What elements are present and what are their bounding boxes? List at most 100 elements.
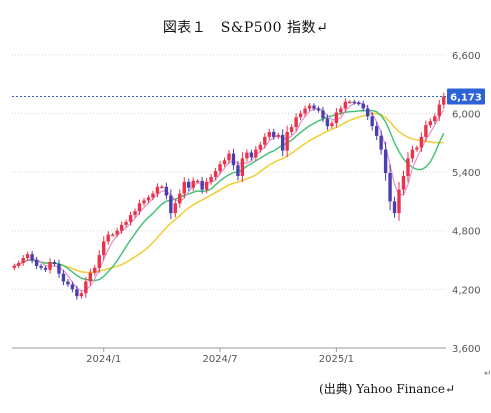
candle-body <box>93 267 97 273</box>
candle-body <box>57 263 61 274</box>
candle-body <box>173 203 178 214</box>
candle-body <box>218 164 222 172</box>
candle-body <box>303 108 307 114</box>
candle-body <box>110 234 115 237</box>
candle-body <box>115 230 119 235</box>
grid-lines <box>12 54 446 349</box>
candle-body <box>245 152 249 159</box>
candle-body <box>419 136 424 148</box>
candle-body <box>155 186 160 194</box>
candle-body <box>106 234 110 242</box>
candle-body <box>410 149 415 159</box>
candle-body <box>334 112 339 124</box>
candle-body <box>392 201 397 214</box>
candle-body <box>182 181 186 194</box>
candle-body <box>146 197 151 201</box>
candle-body <box>307 105 312 109</box>
candle-body <box>348 101 352 104</box>
candle-body <box>66 281 70 285</box>
candle-body <box>437 104 441 117</box>
candle-body <box>124 221 128 225</box>
candle-body <box>48 261 52 270</box>
candle-body <box>164 186 169 196</box>
candle-body <box>428 121 433 126</box>
x-tick-label: 2024/1 <box>86 354 121 365</box>
candle-body <box>213 171 218 177</box>
candle-body <box>39 265 43 268</box>
candle-body <box>52 261 57 264</box>
candle-body <box>12 265 16 268</box>
candle-body <box>34 260 39 266</box>
candle-body <box>119 224 124 231</box>
candle-body <box>357 102 361 105</box>
candle-body <box>200 180 204 190</box>
x-tick-label: 2024/7 <box>202 354 237 365</box>
candle-body <box>272 131 276 137</box>
candle-body <box>330 123 334 127</box>
candle-body <box>88 272 92 282</box>
candle-body <box>370 116 374 127</box>
ma-short-line <box>14 101 445 292</box>
y-tick-label: 6,600 <box>452 51 481 62</box>
candle-body <box>254 149 258 158</box>
candle-body <box>178 193 182 204</box>
candle-body <box>97 255 101 268</box>
candle-body <box>406 158 410 176</box>
candle-body <box>231 153 236 166</box>
candle-body <box>151 193 155 198</box>
source-note: (出典) Yahoo Finance↵ <box>319 382 455 396</box>
candle-body <box>133 211 137 216</box>
candle-body <box>75 289 79 297</box>
candle-body <box>294 117 298 128</box>
candle-body <box>397 189 401 214</box>
candle-body <box>43 267 48 270</box>
candle-body <box>285 131 289 151</box>
y-tick-label: 6,000 <box>452 109 481 120</box>
candle-body <box>442 96 446 105</box>
candle-body <box>240 158 245 176</box>
candle-body <box>280 134 285 151</box>
corner-mark: ↵ <box>484 369 491 379</box>
candle-body <box>388 173 392 202</box>
candle-body <box>298 113 303 118</box>
candle-body <box>128 215 133 222</box>
candle-body <box>379 135 383 150</box>
candle-body <box>160 186 164 189</box>
ma-long-line <box>13 112 444 274</box>
x-tick-label: 2025/1 <box>319 354 354 365</box>
candle-body <box>195 180 200 183</box>
candle-body <box>102 241 106 256</box>
candle-body <box>321 110 325 119</box>
candle-body <box>289 127 294 132</box>
candle-body <box>249 152 254 158</box>
y-tick-label: 4,200 <box>452 285 481 296</box>
candle-body <box>169 195 173 214</box>
candle-body <box>263 136 267 145</box>
moving-averages <box>13 101 445 292</box>
candle-body <box>267 131 271 137</box>
candle-body <box>79 293 84 297</box>
axes <box>12 88 485 352</box>
candle-body <box>187 181 191 188</box>
candle-body <box>415 147 419 150</box>
candle-body <box>222 160 227 165</box>
candle-body <box>383 149 388 174</box>
candle-body <box>84 281 88 294</box>
candle-body <box>312 105 316 109</box>
y-tick-label: 3,600 <box>452 344 481 355</box>
candle-body <box>227 153 231 161</box>
candle-body <box>374 126 379 136</box>
candle-body <box>339 108 343 113</box>
y-tick-label: 4,800 <box>452 227 481 238</box>
candle-body <box>70 284 75 290</box>
candle-body <box>316 108 321 111</box>
candle-body <box>361 103 365 109</box>
candle-body <box>61 273 66 282</box>
chart-title: 図表１ S&P500 指数↵ <box>162 20 329 36</box>
candle-body <box>142 200 146 204</box>
candle-body <box>236 165 240 176</box>
candle-body <box>25 254 30 259</box>
candle-body <box>137 203 142 212</box>
candle-body <box>21 258 25 263</box>
